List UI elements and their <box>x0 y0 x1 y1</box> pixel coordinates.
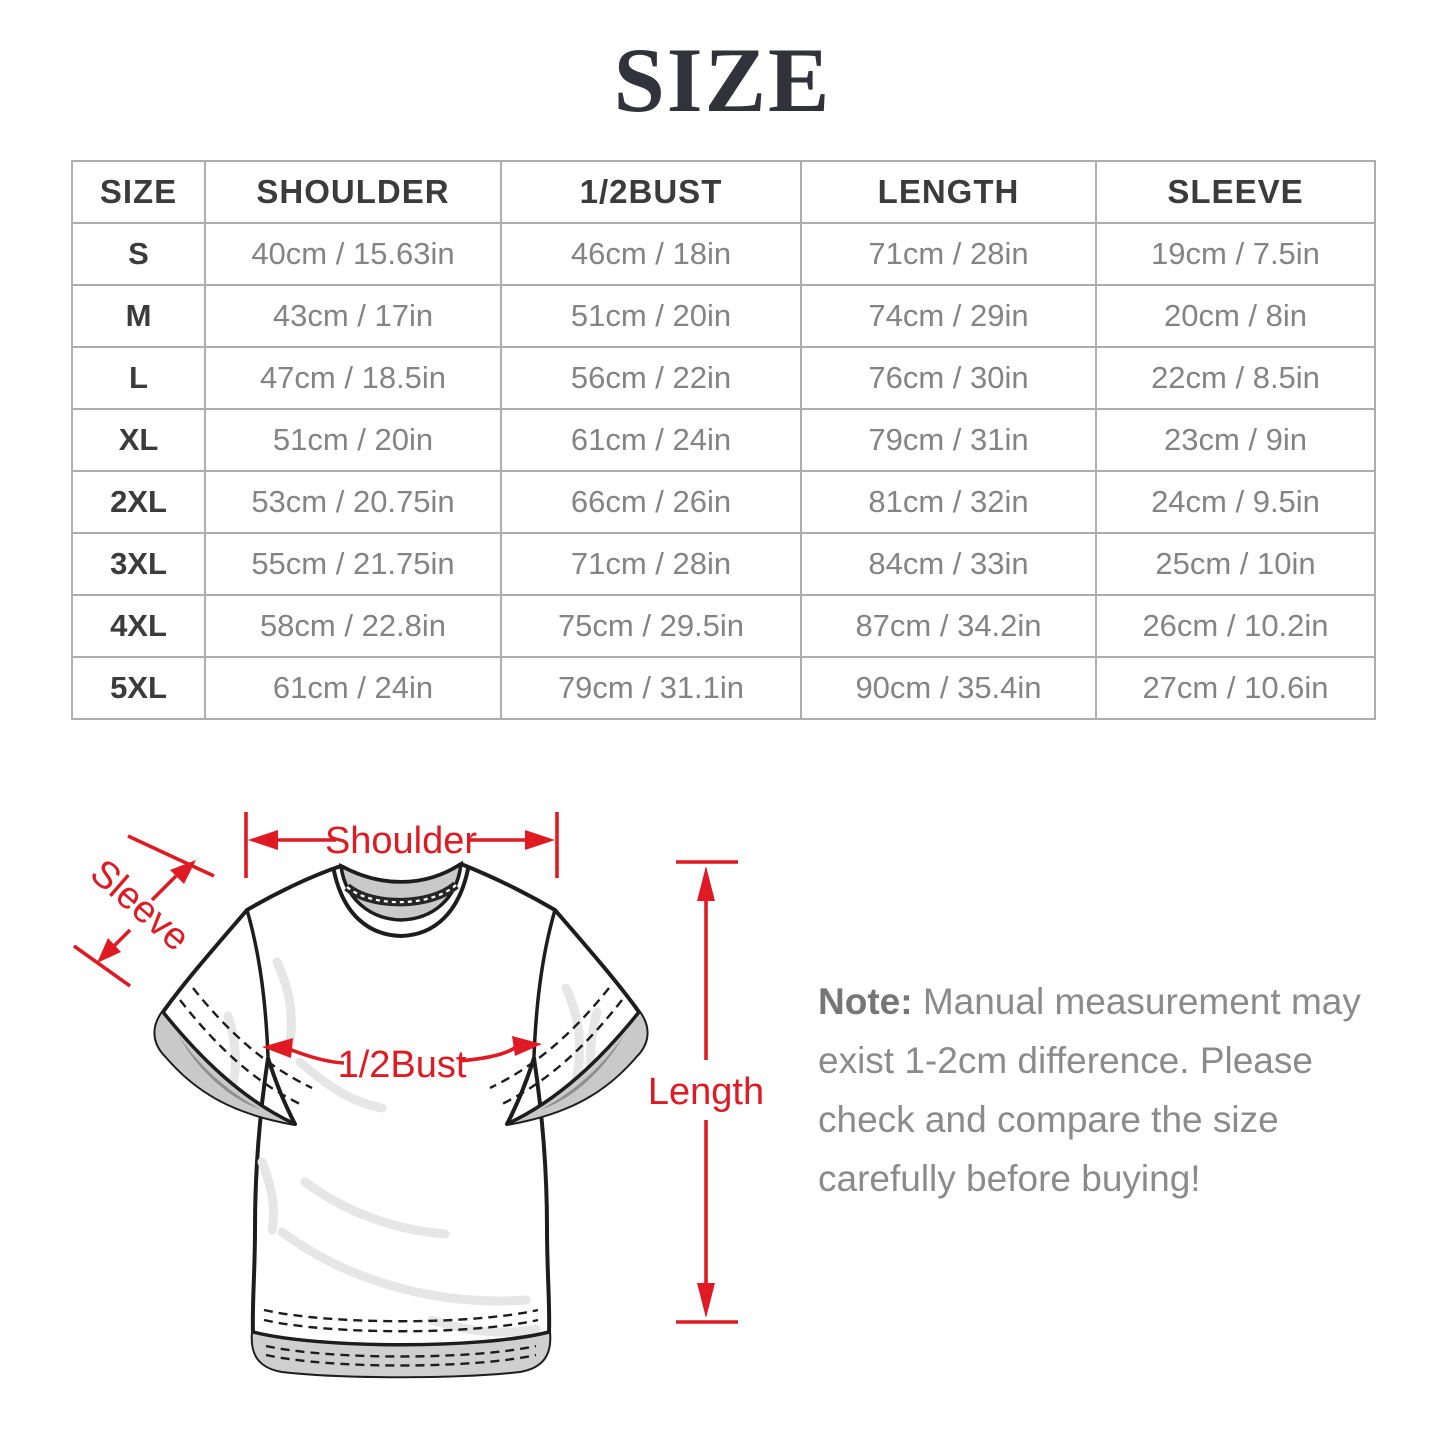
tshirt-size-diagram: Shoulder Sleeve 1/2Bust Length <box>72 812 764 1379</box>
column-header-shoulder: SHOULDER <box>204 160 502 224</box>
note-line: carefully before buying! <box>818 1158 1201 1199</box>
table-header-row: SIZE SHOULDER 1/2BUST LENGTH SLEEVE <box>71 160 1376 224</box>
size-label-cell: 5XL <box>71 656 206 720</box>
tshirt-illustration <box>153 860 649 1379</box>
size-table-container: SIZE SHOULDER 1/2BUST LENGTH SLEEVE S 40c… <box>71 160 1376 720</box>
measurement-cell: 76cm / 30in <box>800 346 1097 410</box>
collar <box>332 860 470 939</box>
size-label-cell: S <box>71 222 206 286</box>
left-armhole-seam <box>245 908 270 1058</box>
measurement-cell: 43cm / 17in <box>204 284 502 348</box>
measurement-cell: 53cm / 20.75in <box>204 470 502 534</box>
measurement-cell: 22cm / 8.5in <box>1095 346 1376 410</box>
note-label: Note: <box>818 981 913 1022</box>
size-label-cell: 3XL <box>71 532 206 596</box>
measurement-cell: 58cm / 22.8in <box>204 594 502 658</box>
measurement-cell: 25cm / 10in <box>1095 532 1376 596</box>
note-text: Manual measurement may <box>922 981 1361 1022</box>
table-row: M 43cm / 17in 51cm / 20in 74cm / 29in 20cm /… <box>71 284 1376 348</box>
measurement-cell: 79cm / 31in <box>800 408 1097 472</box>
measurement-cell: 46cm / 18in <box>500 222 802 286</box>
table-row: XL 51cm / 20in 61cm / 24in 79cm / 31in 23cm … <box>71 408 1376 472</box>
measurement-cell: 71cm / 28in <box>800 222 1097 286</box>
length-label: Length <box>648 1071 764 1113</box>
measurement-cell: 84cm / 33in <box>800 532 1097 596</box>
table-row: 4XL 58cm / 22.8in 75cm / 29.5in 87cm / 34.2… <box>71 594 1376 658</box>
column-header-length: LENGTH <box>800 160 1097 224</box>
table-row: 2XL 53cm / 20.75in 66cm / 26in 81cm / 32in 2… <box>71 470 1376 534</box>
measurement-cell: 71cm / 28in <box>500 532 802 596</box>
measurement-cell: 47cm / 18.5in <box>204 346 502 410</box>
size-label-cell: M <box>71 284 206 348</box>
measurement-cell: 79cm / 31.1in <box>500 656 802 720</box>
table-row: 5XL 61cm / 24in 79cm / 31.1in 90cm / 35.4in… <box>71 656 1376 720</box>
hem <box>251 1308 551 1377</box>
measurement-cell: 61cm / 24in <box>500 408 802 472</box>
measurement-cell: 51cm / 20in <box>204 408 502 472</box>
length-measure-arrow: Length <box>648 860 764 1324</box>
size-chart-table: SIZE SHOULDER 1/2BUST LENGTH SLEEVE S 40c… <box>71 160 1376 720</box>
measurement-cell: 26cm / 10.2in <box>1095 594 1376 658</box>
measurement-cell: 23cm / 9in <box>1095 408 1376 472</box>
size-label-cell: 4XL <box>71 594 206 658</box>
page-title: SIZE <box>613 29 832 131</box>
note-line: exist 1-2cm difference. Please <box>818 1040 1313 1081</box>
measurement-cell: 74cm / 29in <box>800 284 1097 348</box>
column-header-halfbust: 1/2BUST <box>500 160 802 224</box>
measurement-cell: 20cm / 8in <box>1095 284 1376 348</box>
shoulder-measure-arrow: Shoulder <box>244 812 559 878</box>
column-header-sleeve: SLEEVE <box>1095 160 1376 224</box>
measurement-cell: 24cm / 9.5in <box>1095 470 1376 534</box>
size-label-cell: L <box>71 346 206 410</box>
table-row: S 40cm / 15.63in 46cm / 18in 71cm / 28in 19c… <box>71 222 1376 286</box>
sleeve-measure-arrow: Sleeve <box>72 834 215 988</box>
measurement-cell: 81cm / 32in <box>800 470 1097 534</box>
fabric-wrinkles <box>223 957 602 1337</box>
measurement-cell: 56cm / 22in <box>500 346 802 410</box>
note-line: check and compare the size <box>818 1099 1279 1140</box>
right-armhole-seam <box>532 908 557 1058</box>
table-row: 3XL 55cm / 21.75in 71cm / 28in 84cm / 33in 2… <box>71 532 1376 596</box>
column-header-size: SIZE <box>71 160 206 224</box>
measurement-cell: 27cm / 10.6in <box>1095 656 1376 720</box>
measurement-cell: 40cm / 15.63in <box>204 222 502 286</box>
left-sleeve-cuff <box>155 987 313 1126</box>
measurement-cell: 87cm / 34.2in <box>800 594 1097 658</box>
measurement-cell: 61cm / 24in <box>204 656 502 720</box>
half-bust-label: 1/2Bust <box>338 1044 467 1086</box>
table-row: L 47cm / 18.5in 56cm / 22in 76cm / 30in 22cm… <box>71 346 1376 410</box>
half-bust-measure-arrow: 1/2Bust <box>262 1036 542 1086</box>
measurement-cell: 51cm / 20in <box>500 284 802 348</box>
measurement-cell: 55cm / 21.75in <box>204 532 502 596</box>
note-line: Note: Manual measurement may <box>818 972 1398 1031</box>
size-table-body: S 40cm / 15.63in 46cm / 18in 71cm / 28in 19c… <box>71 222 1376 720</box>
size-label-cell: XL <box>71 408 206 472</box>
measurement-cell: 19cm / 7.5in <box>1095 222 1376 286</box>
shoulder-label: Shoulder <box>325 820 477 862</box>
measurement-note: Note: Manual measurement may exist 1-2cm… <box>818 972 1398 1208</box>
measurement-cell: 75cm / 29.5in <box>500 594 802 658</box>
size-label-cell: 2XL <box>71 470 206 534</box>
measurement-cell: 90cm / 35.4in <box>800 656 1097 720</box>
measurement-cell: 66cm / 26in <box>500 470 802 534</box>
right-sleeve-cuff <box>489 987 647 1126</box>
